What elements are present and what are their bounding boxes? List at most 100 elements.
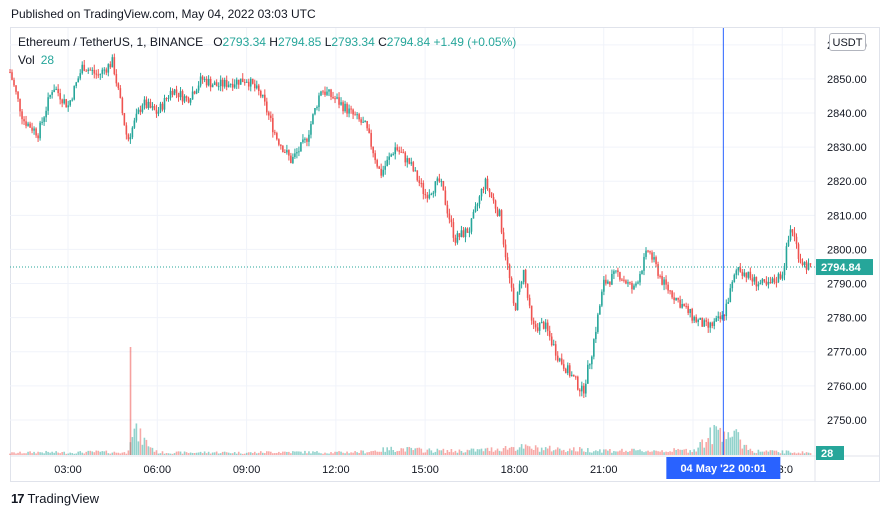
candle-body (775, 281, 778, 283)
volume-bar (195, 452, 198, 455)
volume-bar (749, 448, 752, 455)
candle-body (494, 200, 497, 209)
volume-bar (155, 450, 158, 455)
volume-bar (364, 453, 366, 455)
candle-body (402, 152, 405, 154)
volume-bar (161, 451, 164, 455)
volume-bar (400, 448, 403, 455)
candle-body (241, 78, 244, 83)
volume-bar (723, 431, 726, 455)
volume-bar (446, 450, 449, 455)
volume-bar (601, 452, 603, 455)
candle-body (522, 269, 525, 282)
volume-bar (247, 452, 250, 455)
high-label: H (269, 35, 278, 49)
candle-body (436, 178, 439, 182)
candle-body (777, 273, 780, 283)
candle-body (85, 70, 88, 72)
volume-bar (296, 451, 298, 455)
candle-body (809, 263, 812, 265)
candle-body (322, 91, 324, 93)
volume-bar (123, 452, 126, 455)
volume-bar (637, 450, 639, 455)
volume-bar (574, 451, 577, 455)
candle-body (506, 257, 509, 265)
volume-bar (538, 451, 541, 455)
candle-body (139, 109, 142, 112)
volume-bar (526, 445, 529, 455)
candle-body (574, 376, 577, 378)
candle-body (729, 288, 732, 303)
volume-bar (671, 451, 673, 455)
candle-body (53, 89, 55, 93)
candle-body (635, 283, 637, 286)
volume-bar (761, 451, 764, 455)
candle-body (338, 97, 340, 105)
volume-bar (759, 451, 762, 455)
volume-bar (103, 451, 106, 455)
volume-bar (215, 451, 218, 455)
volume-bar (458, 449, 461, 455)
candle-body (268, 112, 270, 116)
volume-bar (147, 446, 150, 455)
volume-bar (434, 451, 437, 455)
volume-bar (83, 453, 86, 455)
volume-bar (149, 447, 152, 455)
candle-body (129, 137, 132, 140)
low-label: L (324, 35, 332, 49)
volume-bar (131, 437, 134, 455)
candle-body (185, 96, 188, 98)
volume-bar (151, 447, 154, 455)
volume-bar (528, 446, 531, 455)
candle-body (276, 133, 278, 140)
candle-body (472, 211, 475, 219)
candle-body (641, 270, 643, 274)
volume-bar (498, 450, 501, 455)
volume-bar (87, 450, 90, 455)
volume-bar (587, 448, 589, 455)
volume-bar (659, 451, 661, 455)
candle-body (474, 206, 477, 212)
volume-bar (621, 448, 623, 455)
candle-body (97, 74, 100, 76)
volume-bar (809, 453, 812, 455)
candle-body (637, 282, 639, 284)
candle-body (753, 276, 756, 282)
candle-body (733, 274, 736, 283)
candle-body (434, 181, 437, 193)
footer-brand[interactable]: 17 TradingView (11, 491, 99, 506)
volume-bar (304, 450, 306, 455)
candle-body (201, 76, 204, 80)
candle-body (643, 256, 645, 271)
volume-bar (121, 452, 124, 455)
candle-body (352, 109, 354, 115)
volume-bar (550, 451, 553, 455)
volume-bar (801, 451, 804, 455)
volume-bar (733, 430, 736, 455)
volume-bar (460, 450, 463, 455)
volume-bar (15, 453, 17, 455)
volume-bar (306, 453, 308, 455)
volume-bar (322, 453, 324, 455)
volume-bar (115, 452, 118, 455)
x-tick-label: 12:00 (322, 464, 350, 476)
chart-frame[interactable] (10, 27, 880, 482)
volume-bar (609, 449, 611, 455)
candle-body (518, 284, 521, 293)
volume-bar (119, 453, 122, 455)
volume-bar (167, 453, 170, 455)
volume-bar (414, 448, 417, 455)
volume-bar (803, 453, 806, 455)
candle-body (629, 282, 631, 284)
y-tick-label: 2770.00 (827, 347, 867, 359)
volume-bar (314, 451, 316, 455)
candle-body (390, 154, 393, 157)
volume-bar (631, 448, 633, 455)
currency-button[interactable]: USDT (829, 33, 866, 51)
candle-body (540, 321, 543, 324)
candle-body (221, 79, 224, 87)
volume-bar (225, 452, 228, 455)
candle-body (346, 103, 348, 114)
candle-body (627, 282, 629, 284)
